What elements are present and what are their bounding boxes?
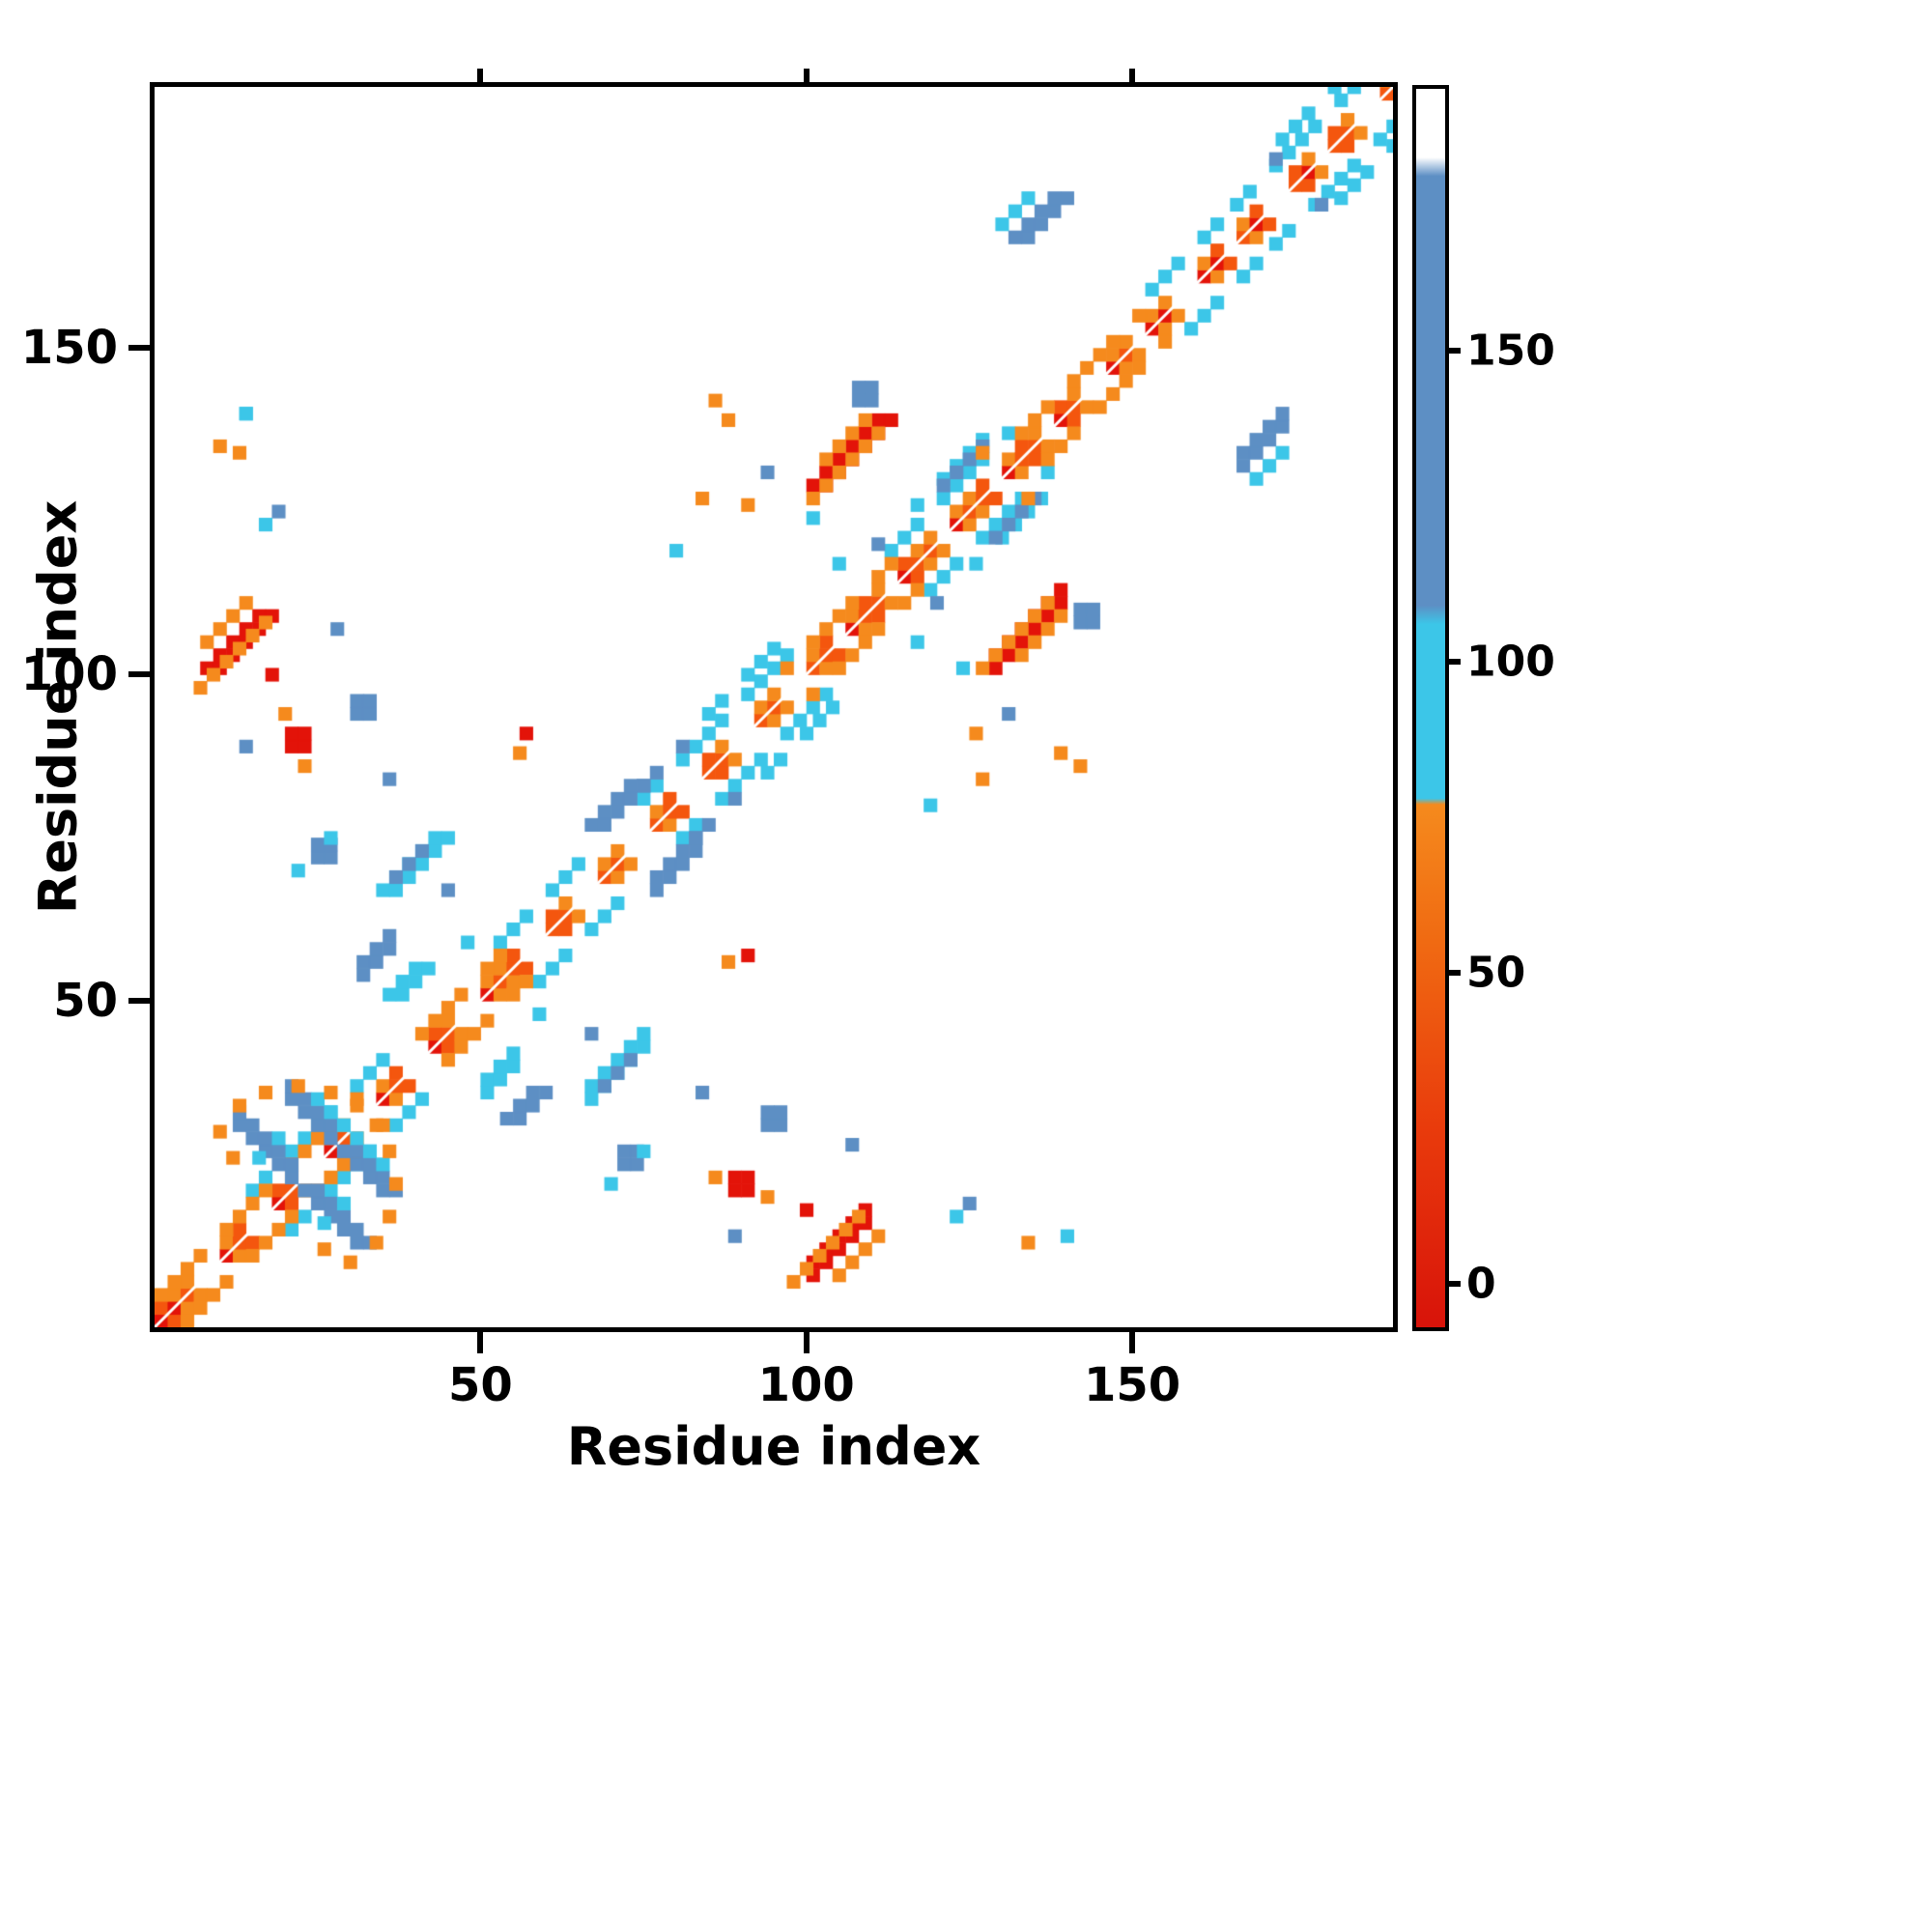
top-tick-mark [803, 69, 810, 82]
colorbar [1412, 85, 1449, 1331]
colorbar-gradient [1416, 89, 1445, 1327]
x-tick-label: 100 [757, 1358, 855, 1412]
y-tick-mark [128, 998, 150, 1005]
x-tick-mark [1129, 1332, 1136, 1353]
y-tick-mark [128, 671, 150, 678]
colorbar-tick-mark [1449, 658, 1461, 665]
y-tick-mark [128, 345, 150, 352]
y-tick-label: 150 [20, 321, 118, 376]
colorbar-tick-label: 0 [1466, 1259, 1496, 1309]
top-tick-mark [477, 69, 484, 82]
colorbar-tick-label: 150 [1466, 326, 1555, 376]
x-tick-label: 50 [447, 1358, 513, 1412]
contact-map-canvas [155, 87, 1393, 1327]
y-tick-label: 100 [20, 647, 118, 702]
x-tick-label: 150 [1083, 1358, 1181, 1412]
x-axis-label: Residue index [566, 1416, 981, 1477]
x-tick-mark [803, 1332, 810, 1353]
colorbar-tick-label: 50 [1466, 948, 1526, 998]
colorbar-tick-mark [1449, 347, 1461, 354]
colorbar-tick-label: 100 [1466, 637, 1555, 687]
top-tick-mark [1129, 69, 1136, 82]
colorbar-tick-mark [1449, 969, 1461, 976]
y-tick-label: 50 [53, 974, 118, 1029]
y-axis-label: Residue index [27, 499, 89, 915]
x-tick-mark [477, 1332, 484, 1353]
colorbar-tick-mark [1449, 1280, 1461, 1287]
plot-frame [150, 82, 1398, 1332]
